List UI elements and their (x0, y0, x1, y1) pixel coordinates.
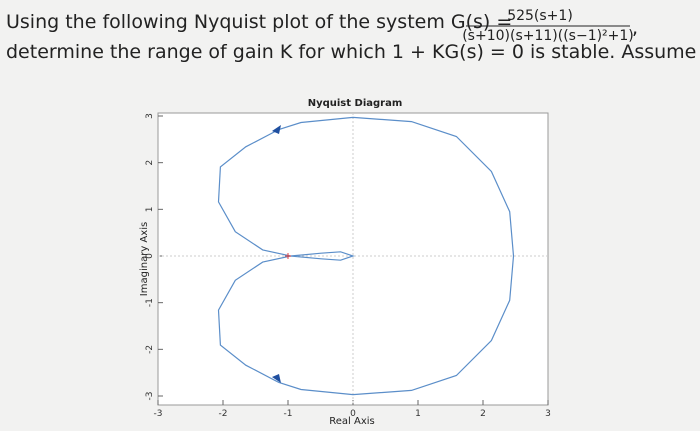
x-tick-label: -3 (154, 409, 163, 419)
y-tick-label: 0 (145, 253, 155, 259)
nyquist-curve (217, 116, 515, 396)
arrow (272, 125, 281, 134)
y-tick-label: 3 (145, 113, 155, 119)
y-label: Imaginary Axis (139, 222, 150, 296)
denominator: (s+10)(s+11)((s−1)²+1) (462, 28, 634, 44)
y-tick-label: 2 (145, 160, 155, 166)
x-tick-label: 0 (350, 409, 356, 419)
x-tick-label: -2 (219, 409, 228, 419)
chart-title: Nyquist Diagram (308, 98, 403, 109)
x-tick-label: -1 (284, 409, 293, 419)
question-line1: Using the following Nyquist plot of the … (6, 11, 512, 33)
x-label: Real Axis (329, 416, 374, 427)
x-tick-label: 1 (415, 409, 421, 419)
numerator: 525(s+1) (507, 8, 573, 24)
arrow (272, 374, 281, 383)
y-tick-label: -2 (145, 345, 155, 354)
y-tick-label: -1 (145, 298, 155, 307)
x-tick-label: 2 (480, 409, 486, 419)
question-line2: determine the range of gain K for which … (6, 41, 700, 63)
critical-point (285, 253, 291, 259)
x-tick-label: 3 (545, 409, 551, 419)
comma: , (632, 17, 638, 39)
y-tick-label: 1 (145, 206, 155, 212)
y-tick-label: -3 (145, 392, 155, 401)
